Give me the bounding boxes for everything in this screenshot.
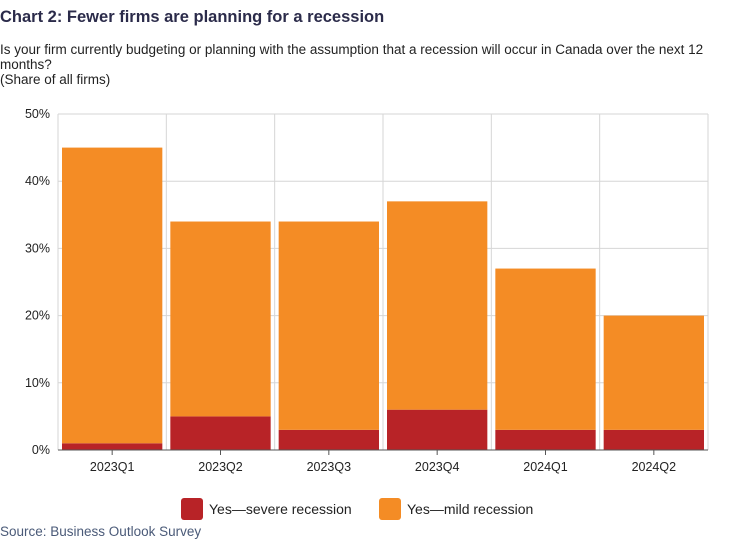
bar-segment-severe (495, 429, 596, 450)
bar-segment-severe (387, 409, 488, 450)
chart-subtitle: Is your firm currently budgeting or plan… (0, 42, 704, 72)
bar-segment-mild (603, 315, 704, 430)
source-note: Source: Business Outlook Survey (0, 524, 202, 539)
x-tick-label: 2024Q1 (523, 460, 568, 474)
legend-label-mild: Yes—mild recession (407, 501, 534, 517)
x-axis: 2023Q1 2023Q2 2023Q3 2023Q4 2024Q1 2024Q2 (58, 449, 708, 474)
bar-segment-severe (170, 416, 271, 450)
bar-segment-severe (278, 429, 379, 450)
y-tick-label: 30% (25, 241, 50, 255)
chart-note: (Share of all firms) (0, 72, 111, 87)
x-tick-label: 2023Q2 (198, 460, 243, 474)
legend-item-severe: Yes—severe recession (181, 498, 352, 520)
y-tick-label: 0% (32, 443, 50, 457)
legend-swatch-mild (379, 498, 401, 520)
bar-segment-severe (603, 429, 704, 450)
bars (62, 147, 704, 450)
legend-swatch-severe (181, 498, 203, 520)
bar-segment-severe (62, 443, 163, 450)
bar-segment-mild (278, 221, 379, 430)
legend: Yes—severe recession Yes—mild recession (0, 498, 750, 522)
y-tick-label: 40% (25, 174, 50, 188)
bar-segment-mild (387, 201, 488, 410)
bar-segment-mild (495, 268, 596, 430)
legend-label-severe: Yes—severe recession (209, 501, 352, 517)
stacked-bar-chart: 0%10%20%30%40%50% 2023Q1 2023Q2 2023Q3 2023… (25, 107, 709, 474)
x-tick-label: 2024Q2 (632, 460, 677, 474)
y-tick-label: 20% (25, 309, 50, 323)
x-tick-label: 2023Q3 (307, 460, 352, 474)
bar-segment-mild (170, 221, 271, 417)
grid (57, 113, 709, 451)
bar-segment-mild (62, 147, 163, 444)
y-axis: 0% 10% 20% 30% 40% 50% (25, 107, 50, 457)
y-tick-label: 10% (25, 376, 50, 390)
x-tick-label: 2023Q1 (90, 460, 135, 474)
legend-item-mild: Yes—mild recession (379, 498, 533, 520)
chart-title: Chart 2: Fewer firms are planning for a … (0, 8, 385, 26)
x-tick-label: 2023Q4 (415, 460, 460, 474)
y-tick-label: 50% (25, 107, 50, 121)
